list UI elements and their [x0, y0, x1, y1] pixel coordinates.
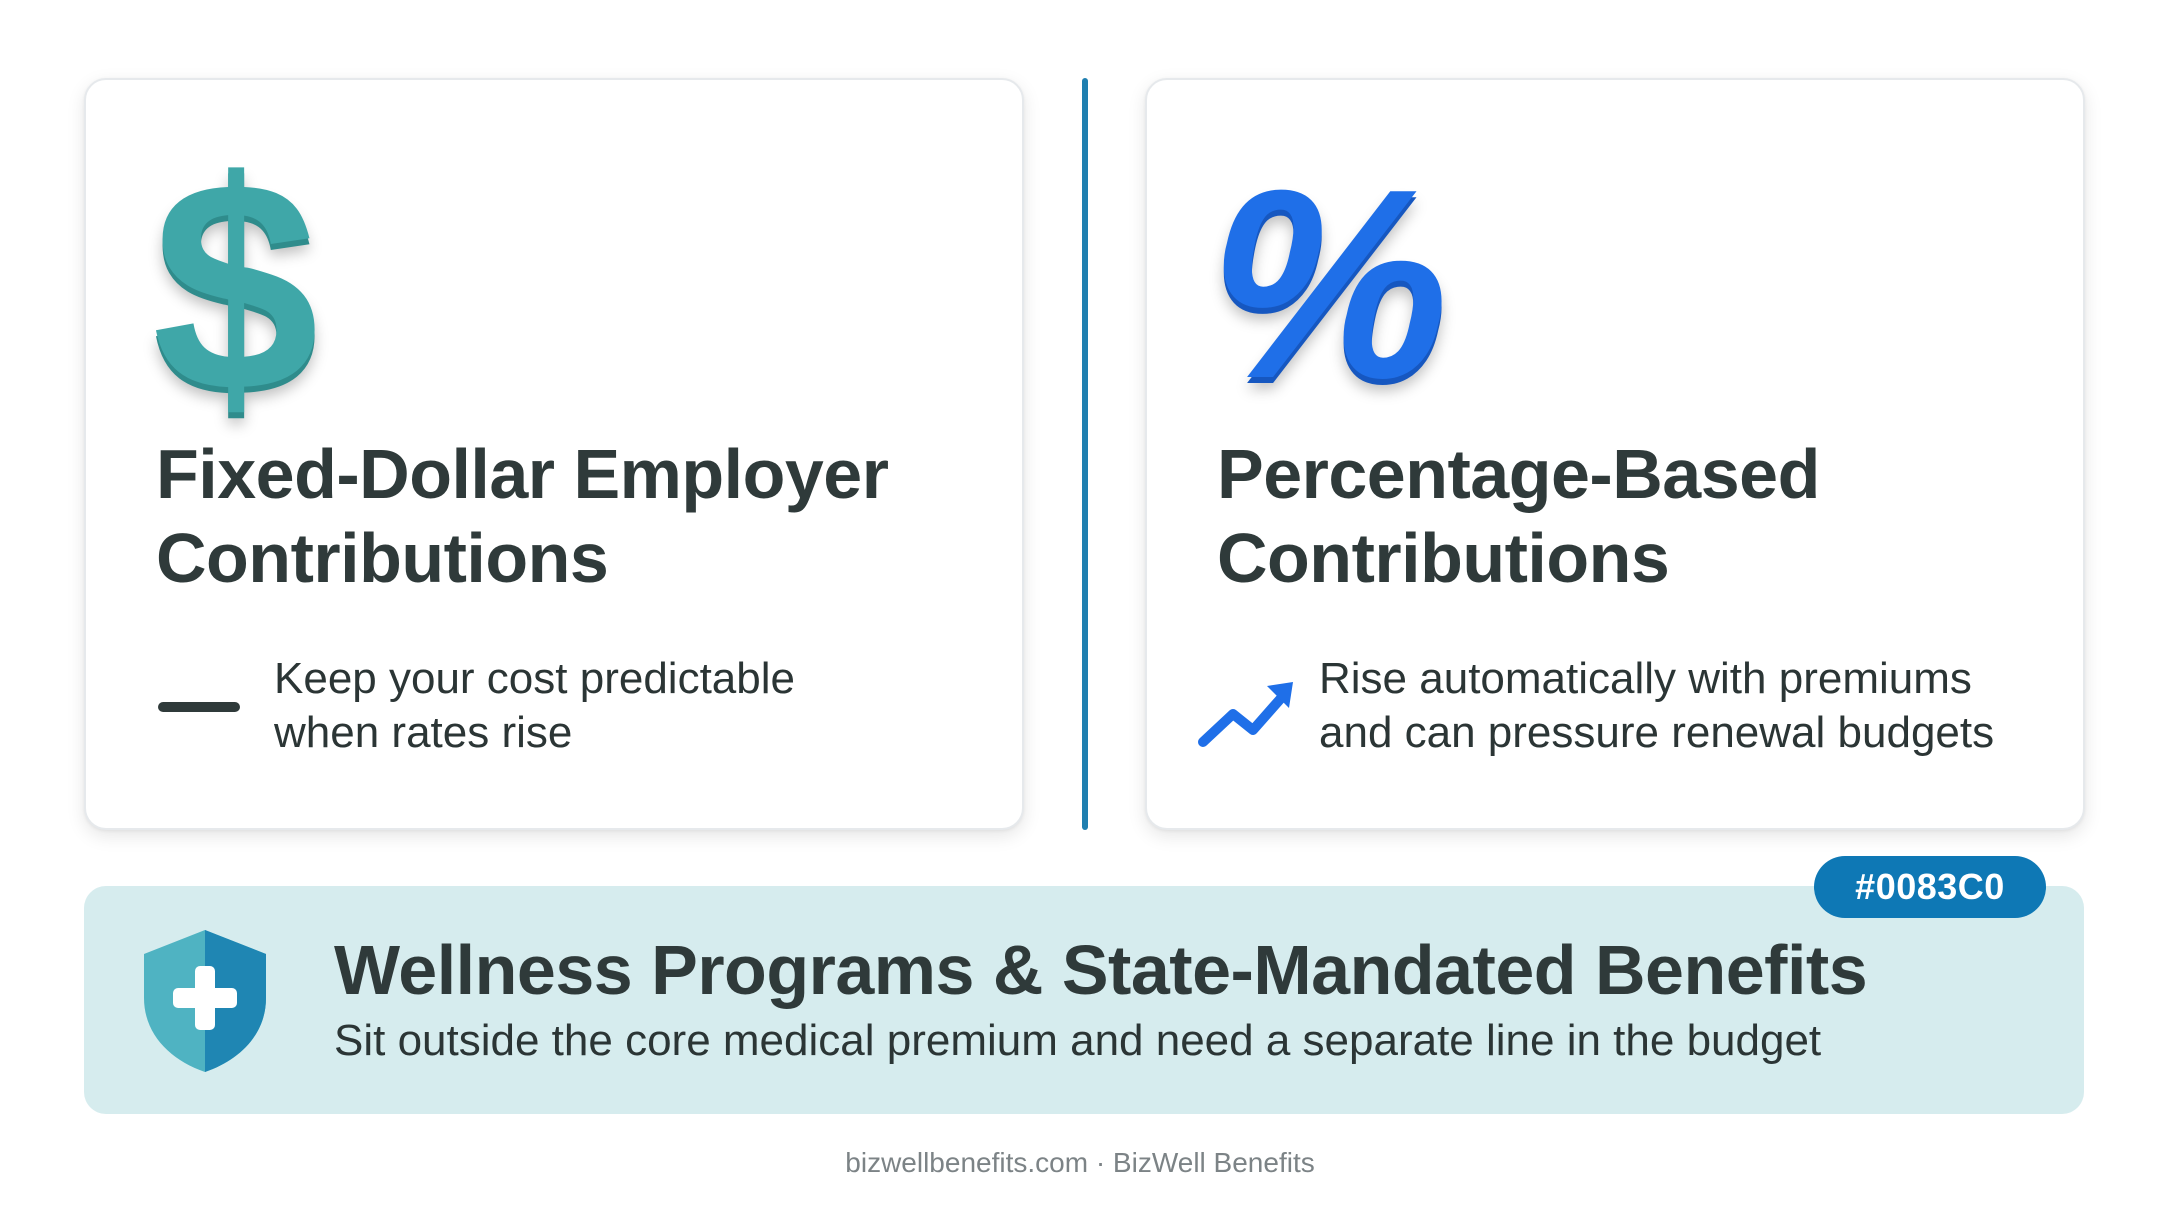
title-line: Contributions [1217, 519, 1670, 597]
banner-title: Wellness Programs & State-Mandated Benef… [334, 931, 1868, 1009]
percentage-based-title: Percentage-Based Contributions [1217, 432, 2057, 600]
title-line: Percentage-Based [1217, 435, 1820, 513]
desc-line: Keep your cost predictable [274, 654, 795, 703]
shield-plus-icon [144, 930, 266, 1072]
banner-description: Sit outside the core medical premium and… [334, 1016, 1822, 1065]
desc-line: and can pressure renewal budgets [1319, 708, 1995, 757]
title-line: Fixed-Dollar Employer [156, 435, 889, 513]
percent-sign-icon: % [1209, 134, 1450, 435]
trend-up-arrow-icon [1198, 682, 1293, 747]
desc-line: when rates rise [274, 708, 573, 757]
title-line: Contributions [156, 519, 609, 597]
fixed-dollar-title: Fixed-Dollar Employer Contributions [156, 432, 996, 600]
footer-credit: bizwellbenefits.com · BizWell Benefits [845, 1147, 1315, 1178]
color-code-badge: #0083C0 [1814, 856, 2046, 918]
desc-line: Rise automatically with premiums [1319, 654, 1972, 703]
dollar-sign-icon: $ [152, 118, 319, 454]
percentage-based-card: % Percentage-Based Contributions Rise au… [1145, 78, 2085, 830]
flat-dash-icon [158, 702, 240, 712]
fixed-dollar-card: $ Fixed-Dollar Employer Contributions Ke… [84, 78, 1024, 830]
vertical-divider [1082, 78, 1088, 830]
wellness-banner: Wellness Programs & State-Mandated Benef… [84, 886, 2084, 1114]
percentage-based-description: Rise automatically with premiums and can… [1319, 652, 1994, 760]
fixed-dollar-description: Keep your cost predictable when rates ri… [274, 652, 795, 760]
